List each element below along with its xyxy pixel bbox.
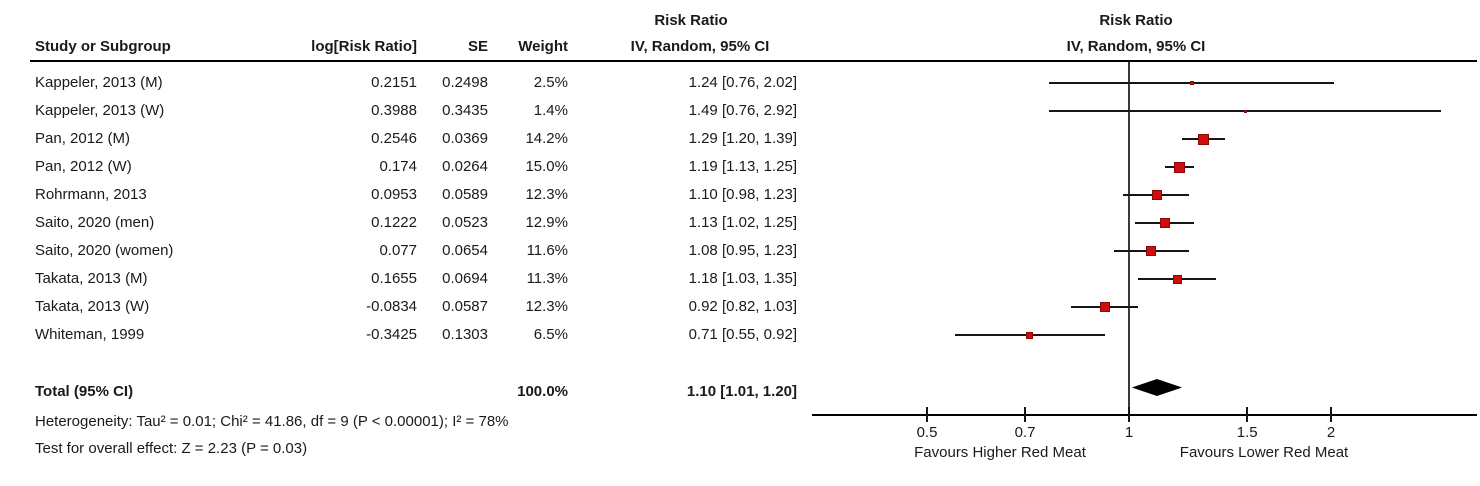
- summary-diamond: [1131, 379, 1183, 396]
- effect-square: [1146, 246, 1157, 256]
- total-ci: 1.10 [1.01, 1.20]: [686, 383, 797, 400]
- weight-value: 2.5%: [533, 74, 568, 91]
- weight-value: 12.3%: [525, 298, 568, 315]
- study-label: Pan, 2012 (W): [35, 158, 132, 175]
- se-value: 0.0369: [442, 130, 488, 147]
- study-label: Kappeler, 2013 (M): [35, 74, 163, 91]
- axis-tick: [926, 407, 928, 422]
- study-label: Saito, 2020 (women): [35, 242, 174, 259]
- log-rr-value: 0.174: [379, 158, 417, 175]
- ci-text: 1.49 [0.76, 2.92]: [688, 102, 797, 119]
- weight-value: 14.2%: [525, 130, 568, 147]
- se-value: 0.3435: [442, 102, 488, 119]
- col-header-study: Study or Subgroup: [35, 38, 171, 55]
- ci-text: 1.08 [0.95, 1.23]: [688, 242, 797, 259]
- se-value: 0.0694: [442, 270, 488, 287]
- log-rr-value: 0.0953: [371, 186, 417, 203]
- log-rr-value: -0.0834: [366, 298, 417, 315]
- ci-text: 1.18 [1.03, 1.35]: [688, 270, 797, 287]
- favours-right-label: Favours Lower Red Meat: [1179, 444, 1349, 461]
- se-value: 0.0587: [442, 298, 488, 315]
- axis-tick-label: 1: [1124, 424, 1134, 441]
- col-header-weight: Weight: [518, 38, 568, 55]
- study-label: Pan, 2012 (M): [35, 130, 131, 147]
- se-value: 0.0589: [442, 186, 488, 203]
- ci-text: 1.19 [1.13, 1.25]: [688, 158, 797, 175]
- plot-title: Risk Ratio: [1099, 12, 1173, 29]
- col-header-se: SE: [467, 38, 488, 55]
- effect-square: [1189, 81, 1194, 85]
- axis-tick: [1329, 407, 1332, 422]
- log-rr-value: 0.2546: [371, 130, 417, 147]
- favours-left-label: Favours Higher Red Meat: [914, 444, 1086, 461]
- ci-text: 1.10 [0.98, 1.23]: [688, 186, 797, 203]
- effect-square: [1243, 109, 1247, 113]
- se-value: 0.0523: [442, 214, 488, 231]
- se-value: 0.0264: [442, 158, 488, 175]
- ref-line: [1128, 62, 1130, 414]
- axis-tick-label: 2: [1326, 424, 1336, 441]
- plot-subtitle: IV, Random, 95% CI: [1066, 38, 1206, 55]
- effect-square: [1172, 274, 1182, 284]
- se-value: 0.1303: [442, 326, 488, 343]
- study-label: Takata, 2013 (W): [35, 298, 150, 315]
- effect-square: [1174, 161, 1186, 173]
- ci-text: 1.29 [1.20, 1.39]: [688, 130, 797, 147]
- weight-value: 15.0%: [525, 158, 568, 175]
- axis-tick-label: 0.5: [916, 424, 938, 441]
- log-rr-value: 0.2151: [371, 74, 417, 91]
- axis-tick-label: 0.7: [1014, 424, 1036, 441]
- study-label: Takata, 2013 (M): [35, 270, 148, 287]
- study-label: Saito, 2020 (men): [35, 214, 155, 231]
- ci-text: 0.71 [0.55, 0.92]: [688, 326, 797, 343]
- ci-text: 0.92 [0.82, 1.03]: [688, 298, 797, 315]
- col-header-effect: IV, Random, 95% CI: [630, 38, 770, 55]
- log-rr-value: 0.1222: [371, 214, 417, 231]
- se-value: 0.2498: [442, 74, 488, 91]
- ci-text: 1.13 [1.02, 1.25]: [688, 214, 797, 231]
- study-label: Whiteman, 1999: [35, 326, 145, 343]
- weight-value: 6.5%: [533, 326, 568, 343]
- effect-square: [1151, 190, 1162, 200]
- log-rr-value: 0.1655: [371, 270, 417, 287]
- se-value: 0.0654: [442, 242, 488, 259]
- effect-square: [1159, 218, 1170, 228]
- header-rule: [30, 60, 1477, 62]
- axis-tick: [1128, 407, 1130, 422]
- weight-value: 1.4%: [533, 102, 568, 119]
- weight-value: 11.3%: [526, 270, 568, 287]
- col-header-log-risk-ratio: log[Risk Ratio]: [311, 38, 417, 55]
- effect-square: [1197, 133, 1209, 145]
- table-effect-title: Risk Ratio: [654, 12, 728, 29]
- log-rr-value: -0.3425: [366, 326, 417, 343]
- weight-value: 11.6%: [526, 242, 568, 259]
- total-weight: 100.0%: [517, 383, 568, 400]
- weight-value: 12.9%: [525, 214, 568, 231]
- effect-square: [1099, 302, 1110, 312]
- total-label: Total (95% CI): [35, 383, 134, 400]
- axis-tick-label: 1.5: [1236, 424, 1258, 441]
- axis-line: [812, 414, 1477, 416]
- overall-effect-note: Test for overall effect: Z = 2.23 (P = 0…: [35, 440, 308, 457]
- log-rr-value: 0.077: [379, 242, 417, 259]
- axis-tick: [1246, 407, 1249, 422]
- ci-text: 1.24 [0.76, 2.02]: [688, 74, 797, 91]
- weight-value: 12.3%: [525, 186, 568, 203]
- heterogeneity-note: Heterogeneity: Tau² = 0.01; Chi² = 41.86…: [35, 413, 509, 430]
- study-label: Kappeler, 2013 (W): [35, 102, 165, 119]
- effect-square: [1025, 331, 1033, 339]
- axis-tick: [1024, 407, 1027, 422]
- log-rr-value: 0.3988: [371, 102, 417, 119]
- study-label: Rohrmann, 2013: [35, 186, 147, 203]
